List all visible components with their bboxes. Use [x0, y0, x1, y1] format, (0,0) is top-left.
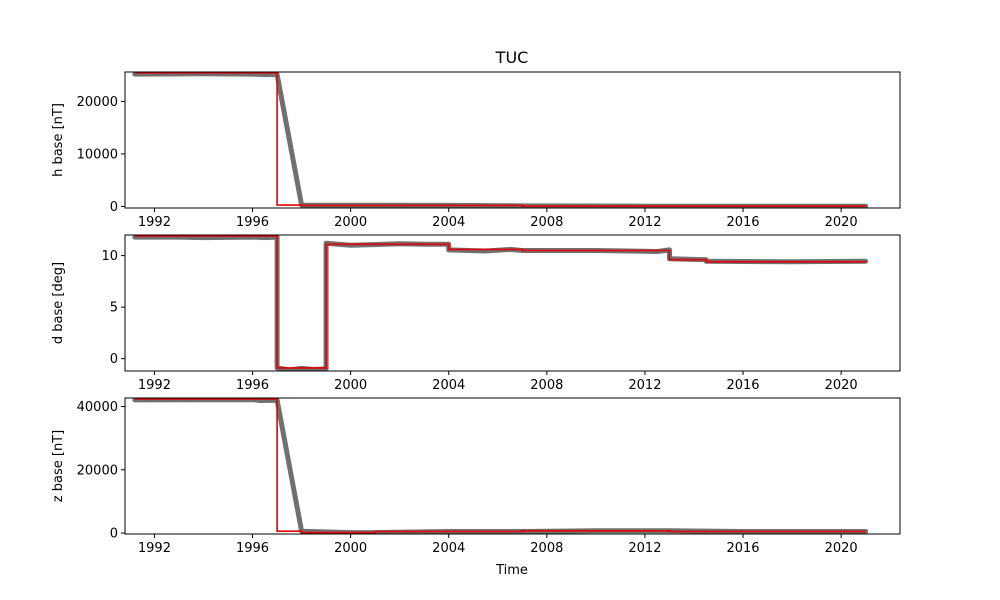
- plot-area-z: [132, 398, 869, 534]
- x-axis-label: Time: [495, 563, 528, 578]
- x-tick-label-z-1996: 1996: [236, 541, 269, 556]
- panel-d: 1992 1996 2000 2004 2008 2012 2016 2020 0 5 10 d ba…: [51, 234, 901, 393]
- x-tick-label-d-1992: 1992: [138, 378, 171, 393]
- x-tick-label-z-2000: 2000: [334, 541, 367, 556]
- panel-h: 1992 1996 2000 2004 2008 2012 2016 2020 0 10000 20…: [51, 71, 901, 230]
- x-tick-label-d-2020: 2020: [825, 378, 858, 393]
- x-tick-label-d-2004: 2004: [432, 378, 465, 393]
- x-tick-label-h-2012: 2012: [628, 215, 661, 230]
- y-tick-label-z-20000: 20000: [77, 463, 118, 478]
- x-tick-label-z-2008: 2008: [530, 541, 563, 556]
- y-axis-label-d: d base [deg]: [51, 262, 66, 344]
- x-tick-label-h-2004: 2004: [432, 215, 465, 230]
- panels: 1992 1996 2000 2004 2008 2012 2016 2020 0 10000 20…: [51, 71, 901, 556]
- x-tick-label-d-1996: 1996: [236, 378, 269, 393]
- x-tick-label-h-2016: 2016: [726, 215, 759, 230]
- x-tick-label-z-2016: 2016: [726, 541, 759, 556]
- x-tick-label-z-2020: 2020: [825, 541, 858, 556]
- plot-area-d: [132, 235, 869, 371]
- y-tick-label-d-10: 10: [101, 249, 118, 264]
- y-tick-label-d-5: 5: [110, 301, 118, 316]
- x-tick-label-z-1992: 1992: [138, 541, 171, 556]
- x-tick-label-h-1996: 1996: [236, 215, 269, 230]
- series-points-z: [132, 398, 869, 534]
- x-tick-label-h-2008: 2008: [530, 215, 563, 230]
- chart-title: TUC: [495, 48, 529, 67]
- x-tick-label-h-2020: 2020: [825, 215, 858, 230]
- axes-frame-z: [124, 397, 901, 535]
- y-tick-label-h-20000: 20000: [77, 95, 118, 110]
- x-tick-label-z-2012: 2012: [628, 541, 661, 556]
- y-tick-label-h-0: 0: [110, 200, 118, 215]
- y-tick-label-z-40000: 40000: [77, 400, 118, 415]
- series-baseline-z: [134, 398, 866, 534]
- series-points-d: [132, 235, 869, 371]
- axes-frame-d: [124, 234, 901, 372]
- x-tick-label-d-2016: 2016: [726, 378, 759, 393]
- y-tick-label-z-0: 0: [110, 527, 118, 542]
- series-baseline-h: [134, 72, 866, 207]
- axes-frame-h: [124, 71, 901, 209]
- x-tick-label-h-1992: 1992: [138, 215, 171, 230]
- x-tick-label-z-2004: 2004: [432, 541, 465, 556]
- x-tick-label-h-2000: 2000: [334, 215, 367, 230]
- plot-area-h: [132, 72, 869, 208]
- x-tick-label-d-2000: 2000: [334, 378, 367, 393]
- series-points-h: [132, 72, 869, 208]
- y-axis-label-z: z base [nT]: [51, 430, 66, 502]
- y-tick-label-h-10000: 10000: [77, 147, 118, 162]
- x-tick-label-d-2012: 2012: [628, 378, 661, 393]
- x-tick-label-d-2008: 2008: [530, 378, 563, 393]
- series-baseline-d: [134, 235, 866, 369]
- panel-z: 1992 1996 2000 2004 2008 2012 2016 2020 0 20000 40…: [51, 397, 901, 556]
- y-tick-label-d-0: 0: [110, 352, 118, 367]
- y-axis-label-h: h base [nT]: [51, 103, 66, 177]
